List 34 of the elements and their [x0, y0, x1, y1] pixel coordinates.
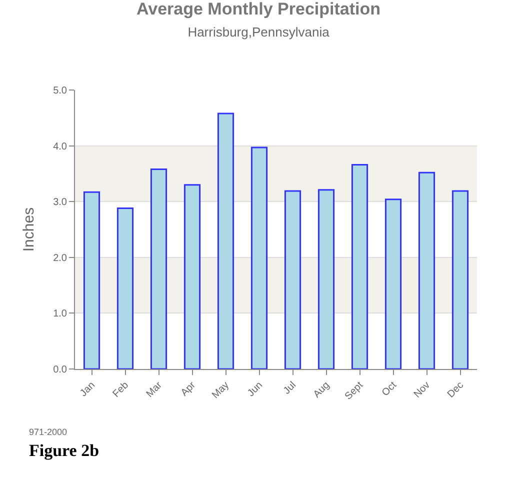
x-tick-label: Jun: [246, 380, 265, 400]
x-tick-label: Feb: [110, 380, 132, 400]
y-tick-label: 2.0: [53, 252, 68, 264]
y-tick-label: 3.0: [53, 197, 68, 208]
y-tick-label: 1.0: [53, 308, 68, 320]
bar: [217, 112, 234, 369]
y-axis-title: Inches: [20, 207, 38, 252]
bar: [384, 198, 402, 369]
x-tick-label: Aug: [312, 380, 332, 400]
x-tick-label: Jan: [78, 380, 98, 400]
chart-title: Average Monthly Precipitation: [136, 0, 381, 18]
bar: [284, 190, 302, 369]
y-tick-label: 0.0: [53, 364, 68, 376]
bar: [351, 164, 368, 369]
y-tick-label: 4.0: [53, 141, 68, 152]
caption: Figure 2b: [29, 441, 100, 460]
x-tick-label: Oct: [380, 380, 400, 399]
bar: [116, 208, 134, 369]
x-tick-label: Mar: [144, 379, 165, 400]
bar: [83, 191, 100, 369]
x-tick-label: Nov: [412, 380, 432, 400]
bar: [452, 190, 469, 369]
x-tick-label: Apr: [179, 379, 198, 399]
x-tick-label: Jul: [282, 380, 298, 397]
bar: [418, 172, 436, 369]
chart-subtitle: Harrisburg,Pennsylvania: [188, 24, 330, 40]
text: 971-2000: [29, 427, 68, 437]
bar: [184, 184, 201, 369]
bar: [250, 146, 268, 369]
bar: [318, 189, 335, 369]
x-tick-label: May: [210, 380, 232, 402]
y-tick-label: 5.0: [53, 86, 68, 96]
bar: [150, 168, 168, 369]
x-tick-label: Dec: [446, 380, 466, 400]
